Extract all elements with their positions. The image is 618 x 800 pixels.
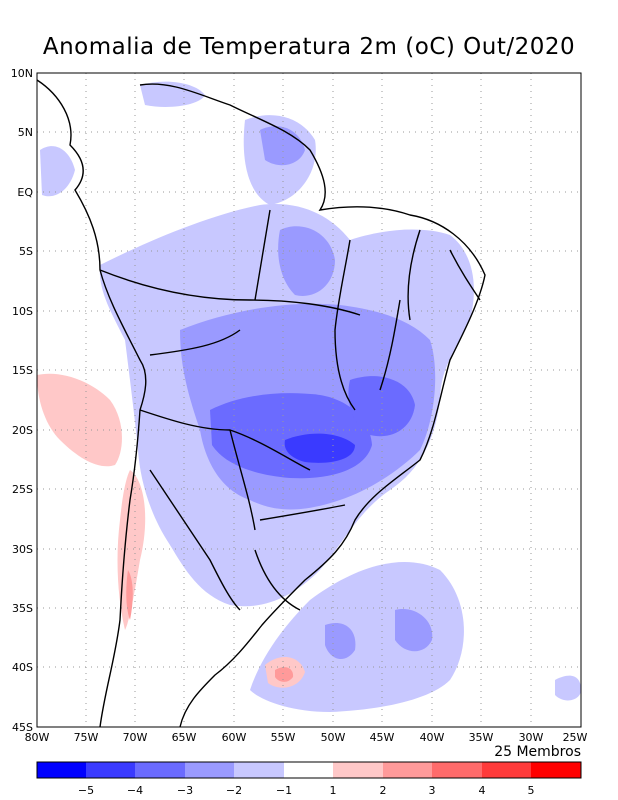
legend-swatch-1	[86, 762, 135, 778]
lon-tick: 75W	[74, 731, 99, 744]
legend-label: 2	[380, 784, 387, 797]
lat-tick: 5N	[18, 126, 33, 139]
legend-labels: −5 −4 −3 −2 −1 1 2 3 4 5	[78, 784, 535, 797]
lat-tick: 20S	[12, 424, 33, 437]
lon-tick: 50W	[321, 731, 346, 744]
legend-label: −5	[78, 784, 94, 797]
lat-axis: 10N 5N EQ 5S 10S 15S 20S 25S 30S 35S 40S…	[11, 67, 34, 734]
map-title: Anomalia de Temperatura 2m (oC) Out/2020	[42, 34, 576, 60]
lon-tick: 30W	[519, 731, 544, 744]
lon-axis: 80W 75W 70W 65W 60W 55W 50W 45W 40W 35W …	[25, 731, 588, 744]
legend-border	[36, 761, 582, 779]
lat-tick: 45S	[12, 721, 33, 734]
legend-swatch-3	[185, 762, 234, 778]
lat-tick: EQ	[17, 186, 33, 199]
legend-label: 3	[429, 784, 436, 797]
legend-swatch-0	[37, 762, 86, 778]
legend-swatch-7	[383, 762, 432, 778]
legend-swatch-8	[432, 762, 482, 778]
gridlines	[37, 73, 581, 727]
lon-tick: 25W	[563, 731, 588, 744]
lon-tick: 70W	[123, 731, 148, 744]
legend-label: −1	[276, 784, 292, 797]
legend-label: 5	[528, 784, 535, 797]
lat-tick: 35S	[12, 602, 33, 615]
legend-label: −2	[226, 784, 242, 797]
lat-tick: 5S	[19, 245, 33, 258]
legend-label: −4	[127, 784, 143, 797]
lon-tick: 45W	[370, 731, 395, 744]
legend-swatch-5	[284, 762, 333, 778]
legend-label: −3	[177, 784, 193, 797]
legend-swatch-6	[333, 762, 383, 778]
legend-label: 4	[479, 784, 486, 797]
members-label: 25 Membros	[494, 744, 581, 760]
anomaly-shading	[37, 81, 581, 712]
legend-swatch-9	[482, 762, 531, 778]
legend-swatch-2	[135, 762, 185, 778]
lat-tick: 25S	[12, 483, 33, 496]
lon-tick: 65W	[172, 731, 197, 744]
legend-swatch-10	[531, 762, 581, 778]
lat-tick: 10N	[11, 67, 33, 80]
legend-label: 1	[330, 784, 337, 797]
plot-border	[36, 72, 582, 728]
lon-tick: 35W	[469, 731, 494, 744]
lon-tick: 55W	[271, 731, 296, 744]
lat-tick: 40S	[12, 661, 33, 674]
coastline	[37, 79, 486, 727]
legend-swatch-4	[234, 762, 284, 778]
lon-tick: 60W	[222, 731, 247, 744]
lon-tick: 80W	[25, 731, 50, 744]
lat-tick: 10S	[12, 305, 33, 318]
color-legend	[36, 761, 582, 779]
lat-tick: 15S	[12, 364, 33, 377]
lon-tick: 40W	[420, 731, 445, 744]
lat-tick: 30S	[12, 543, 33, 556]
